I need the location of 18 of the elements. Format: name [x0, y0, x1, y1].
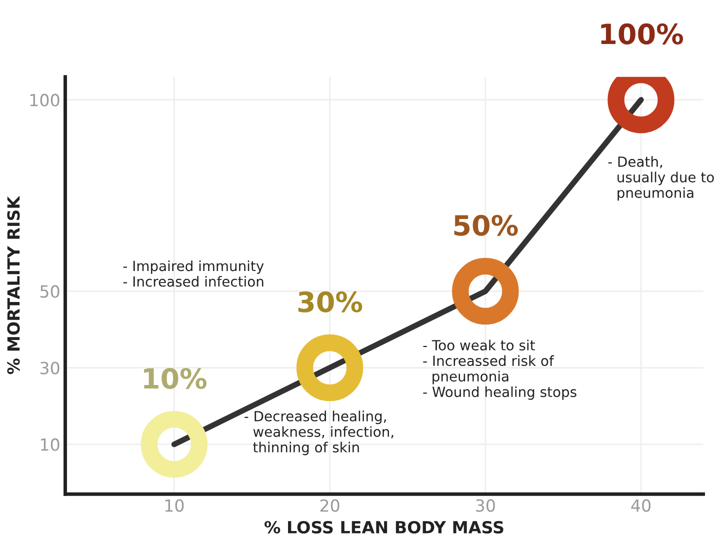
data-label: 50%: [454, 214, 518, 236]
x-tick-label: 10: [165, 499, 184, 512]
data-label: 10%: [144, 368, 207, 389]
y-tick-label: 30: [40, 362, 60, 374]
data-label: 100%: [601, 23, 684, 44]
y-tick-label: 100: [30, 94, 60, 106]
y-tick-label: 10: [41, 438, 60, 451]
annotation: - Death, usually due to pneumonia: [608, 156, 714, 201]
data-label: 30%: [298, 291, 362, 312]
x-tick-label: 30: [476, 499, 495, 512]
annotation: - Impaired immunity - Increased infection: [123, 260, 264, 287]
annotation: - Too weak to sit - Increassed risk of pneumonia - Wound healing stops: [423, 340, 576, 400]
y-axis-title: % MORTALITY RISK: [7, 196, 20, 374]
y-tick-label: 50: [40, 285, 60, 298]
x-tick-label: 20: [320, 499, 340, 512]
x-axis-title: % LOSS LEAN BODY MASS: [264, 520, 504, 534]
annotation: - Decreased healing, weakness, infection, thinning of skin: [244, 410, 394, 456]
x-tick-label: 40: [631, 499, 651, 512]
